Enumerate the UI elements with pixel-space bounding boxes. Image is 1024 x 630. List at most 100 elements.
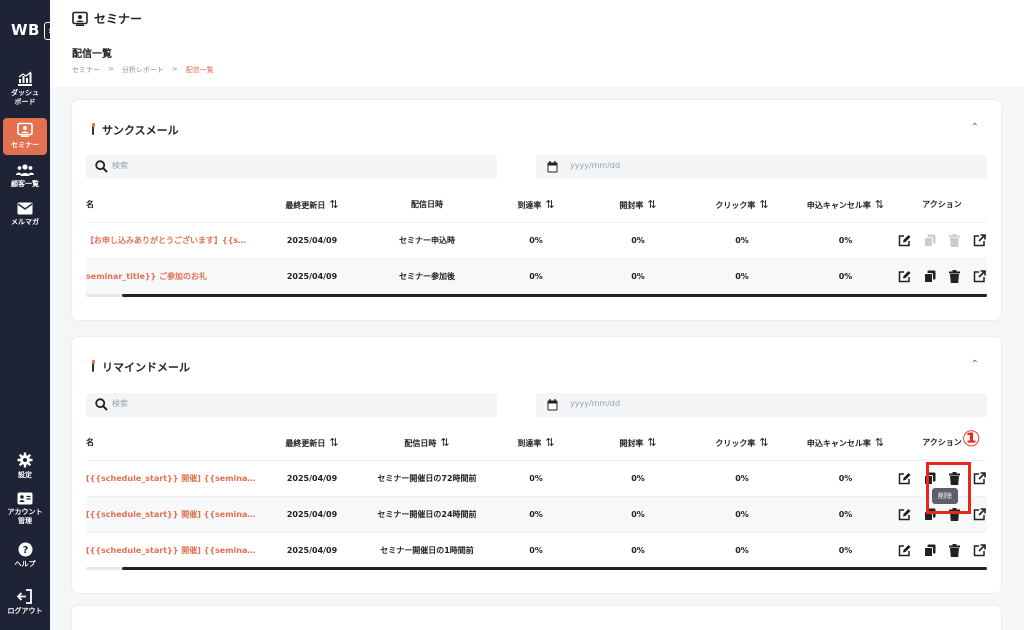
sort-icon[interactable]: ⇅ bbox=[545, 198, 555, 212]
sort-icon[interactable]: ⇅ bbox=[440, 436, 450, 450]
external-link-icon[interactable] bbox=[973, 543, 986, 557]
copy-icon[interactable] bbox=[924, 544, 936, 557]
cell-send-at: セミナー開催日の72時間前 bbox=[368, 459, 486, 496]
sort-icon[interactable]: ⇅ bbox=[329, 436, 339, 450]
trash-icon[interactable] bbox=[949, 543, 960, 557]
edit-icon[interactable] bbox=[898, 234, 911, 247]
table-row: seminar_title}} ご参加のお礼 2025/04/09 セミナー参加… bbox=[86, 257, 987, 294]
sort-icon[interactable]: ⇅ bbox=[329, 198, 339, 212]
cell-open: 0% bbox=[586, 221, 690, 258]
copy-icon[interactable] bbox=[924, 270, 936, 283]
cell-delivery: 0% bbox=[486, 495, 586, 532]
cell-send-at: セミナー申込時 bbox=[368, 221, 486, 258]
scrollbar-thumb[interactable] bbox=[122, 294, 987, 297]
cell-actions bbox=[897, 257, 987, 294]
sort-icon[interactable]: ⇅ bbox=[874, 198, 885, 212]
horizontal-scrollbar[interactable] bbox=[86, 294, 987, 297]
edit-icon[interactable] bbox=[898, 270, 911, 283]
column-name: 名 bbox=[86, 200, 94, 210]
column-delivery-rate[interactable]: 到達率 ⇅ bbox=[517, 436, 555, 450]
trash-icon[interactable] bbox=[949, 471, 960, 485]
sidebar-item-seminar[interactable]: セミナー bbox=[3, 118, 47, 155]
table-header-row: 名 最終更新日 ⇅ 配信日時 ⇅ 到達率 ⇅ 開封率 ⇅ クリック率 ⇅ 申込キャンセル率… bbox=[86, 426, 987, 460]
cell-open: 0% bbox=[586, 257, 690, 294]
horizontal-scrollbar[interactable] bbox=[86, 567, 987, 570]
help-icon: ? bbox=[18, 542, 32, 557]
sidebar-item-logout[interactable]: ログアウト bbox=[2, 589, 48, 616]
column-updated[interactable]: 最終更新日 ⇅ bbox=[285, 198, 339, 212]
column-updated[interactable]: 最終更新日 ⇅ bbox=[285, 436, 339, 450]
column-open-rate[interactable]: 開封率 ⇅ bbox=[619, 198, 657, 212]
mail-name-link[interactable]: [{{schedule_start}} 開催] {{seminar_… bbox=[86, 459, 256, 496]
edit-icon[interactable] bbox=[898, 508, 911, 521]
date-input[interactable] bbox=[570, 161, 930, 170]
column-cancel-rate[interactable]: 申込キャンセル率 ⇅ bbox=[806, 198, 885, 212]
card-title: サンクスメール bbox=[91, 122, 179, 138]
sort-icon[interactable]: ⇅ bbox=[759, 436, 769, 450]
sidebar-item-label: メルマガ bbox=[11, 218, 39, 226]
cell-cancel: 0% bbox=[794, 459, 897, 496]
search-icon bbox=[95, 160, 108, 173]
sort-icon[interactable]: ⇅ bbox=[545, 436, 555, 450]
column-send-at[interactable]: 配信日時 ⇅ bbox=[404, 436, 450, 450]
sort-icon[interactable]: ⇅ bbox=[874, 436, 885, 450]
cell-cancel: 0% bbox=[794, 495, 897, 532]
column-click-rate[interactable]: クリック率 ⇅ bbox=[715, 198, 769, 212]
remind-mail-table: 名 最終更新日 ⇅ 配信日時 ⇅ 到達率 ⇅ 開封率 ⇅ クリック率 ⇅ 申込キャンセル率… bbox=[86, 426, 987, 568]
sidebar-item-label: 設定 bbox=[18, 471, 32, 479]
column-name: 名 bbox=[86, 438, 94, 448]
search-input[interactable] bbox=[112, 399, 472, 408]
search-field bbox=[86, 393, 497, 417]
mail-name-link[interactable]: [{{schedule_start}} 開催] {{seminar_… bbox=[86, 495, 256, 532]
cell-updated: 2025/04/09 bbox=[256, 221, 368, 258]
page-subtitle: 配信一覧 bbox=[72, 49, 112, 60]
mail-name-link[interactable]: seminar_title}} ご参加のお礼 bbox=[86, 257, 256, 294]
cell-click: 0% bbox=[690, 495, 794, 532]
external-link-icon[interactable] bbox=[973, 507, 986, 521]
edit-icon[interactable] bbox=[898, 472, 911, 485]
external-link-icon[interactable] bbox=[973, 233, 986, 247]
chevron-up-icon[interactable]: ⌃ bbox=[970, 122, 979, 133]
sort-icon[interactable]: ⇅ bbox=[647, 436, 657, 450]
sidebar-item-settings[interactable]: 設定 bbox=[2, 452, 48, 480]
search-input[interactable] bbox=[112, 161, 472, 170]
date-input[interactable] bbox=[570, 399, 930, 408]
external-link-icon[interactable] bbox=[973, 471, 986, 485]
breadcrumb-seminar[interactable]: セミナー bbox=[72, 66, 100, 74]
logout-icon bbox=[17, 589, 32, 604]
sort-icon[interactable]: ⇅ bbox=[759, 198, 769, 212]
column-click-rate[interactable]: クリック率 ⇅ bbox=[715, 436, 769, 450]
sort-icon[interactable]: ⇅ bbox=[647, 198, 657, 212]
page-title: セミナー bbox=[72, 10, 142, 27]
sidebar-item-customers[interactable]: 顧客一覧 bbox=[2, 163, 48, 189]
sidebar-item-help[interactable]: ? ヘルプ bbox=[2, 542, 48, 569]
app-logo: WB bbox=[11, 21, 40, 39]
column-action: アクション bbox=[922, 200, 962, 210]
table-row: [{{schedule_start}} 開催] {{seminar_… 2025… bbox=[86, 495, 987, 532]
edit-icon[interactable] bbox=[898, 544, 911, 557]
mail-name-link[interactable]: [{{schedule_start}} 開催] {{seminar_… bbox=[86, 531, 256, 568]
cell-actions bbox=[897, 531, 987, 568]
cell-send-at: セミナー開催日の24時間前 bbox=[368, 495, 486, 532]
chart-icon bbox=[18, 71, 32, 86]
chevron-up-icon[interactable]: ⌃ bbox=[970, 359, 979, 370]
cell-updated: 2025/04/09 bbox=[256, 531, 368, 568]
mail-name-link[interactable]: 【お申し込みありがとうございます】{{s… bbox=[86, 221, 256, 258]
external-link-icon[interactable] bbox=[973, 269, 986, 283]
card-title: リマインドメール bbox=[91, 359, 190, 375]
cell-send-at: セミナー参加後 bbox=[368, 257, 486, 294]
breadcrumb-analysis-report[interactable]: 分析レポート bbox=[121, 66, 164, 74]
column-open-rate[interactable]: 開封率 ⇅ bbox=[619, 436, 657, 450]
card-title-marker bbox=[91, 360, 95, 372]
cell-delivery: 0% bbox=[486, 257, 586, 294]
card-title-text: サンクスメール bbox=[102, 124, 179, 137]
scrollbar-thumb[interactable] bbox=[122, 567, 987, 570]
sidebar-item-newsletter[interactable]: メルマガ bbox=[2, 202, 48, 227]
trash-icon[interactable] bbox=[949, 269, 960, 283]
breadcrumb: セミナー > 分析レポート > 配信一覧 bbox=[72, 65, 214, 75]
column-delivery-rate[interactable]: 到達率 ⇅ bbox=[517, 198, 555, 212]
sidebar-item-account[interactable]: アカウント 管理 bbox=[2, 492, 48, 526]
sidebar-item-dashboard[interactable]: ダッシュ ボード bbox=[2, 70, 48, 107]
column-cancel-rate[interactable]: 申込キャンセル率 ⇅ bbox=[806, 436, 885, 450]
copy-icon bbox=[924, 234, 936, 247]
